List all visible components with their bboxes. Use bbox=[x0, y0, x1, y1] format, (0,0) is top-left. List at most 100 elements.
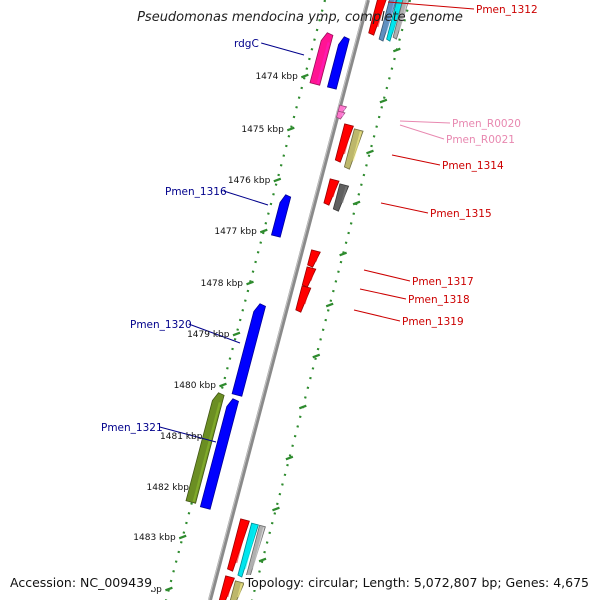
gene-label-text: Pmen_R0020 bbox=[452, 118, 521, 130]
ruler-tick-mark bbox=[258, 557, 267, 563]
gene-label-pmen-1312[interactable]: Pmen_1312 bbox=[387, 1, 538, 16]
gene-feature[interactable] bbox=[185, 392, 225, 504]
ruler-tick-mark bbox=[259, 228, 268, 234]
gene-feature[interactable] bbox=[392, 0, 410, 40]
accession-text: Accession: NC_009439 bbox=[8, 575, 155, 590]
backbone-highlight bbox=[208, 0, 368, 600]
ruler-dotted-right bbox=[250, 0, 412, 600]
ruler-tick-label: 1474 kbp bbox=[255, 72, 298, 82]
gene-label-text: Pmen_1321 bbox=[101, 422, 163, 434]
ruler-tick-mark bbox=[379, 98, 388, 104]
gene-pmen-1320[interactable] bbox=[231, 303, 266, 397]
label-leader-line bbox=[391, 154, 441, 166]
gene-pmen-1314[interactable] bbox=[334, 123, 354, 163]
gene-pmen-r0021[interactable] bbox=[336, 110, 346, 120]
gene-label-pmen-r0021[interactable]: Pmen_R0021 bbox=[399, 124, 515, 146]
gene-label-pmen-1314[interactable]: Pmen_1314 bbox=[391, 154, 504, 172]
gene-arrow-highlight bbox=[237, 583, 243, 598]
gene-label-pmen-1317[interactable]: Pmen_1317 bbox=[363, 269, 474, 288]
gene-labels: Pmen_1312 rdgC Pmen_R0020 Pmen_R0021 Pmen_13… bbox=[101, 1, 538, 443]
ruler-tick-label: bp bbox=[150, 585, 162, 595]
ruler-tick-label: 1481 kbp bbox=[160, 432, 203, 442]
gene-arrow-highlight bbox=[309, 269, 315, 281]
ruler-tick-mark bbox=[392, 47, 401, 53]
gene-arrow-highlight bbox=[385, 0, 396, 33]
gene-arrow-highlight bbox=[277, 204, 288, 236]
ruler-tick-mark bbox=[178, 534, 187, 540]
gene-feature[interactable] bbox=[229, 580, 245, 600]
gene-label-pmen-r0020[interactable]: Pmen_R0020 bbox=[399, 118, 521, 130]
ruler-tick-mark bbox=[312, 353, 321, 359]
ruler-tick-mark bbox=[352, 200, 361, 206]
gene-feature[interactable] bbox=[237, 522, 259, 578]
ruler-tick-label: 1479 kbp bbox=[187, 330, 230, 340]
gene-arrow-highlight bbox=[333, 46, 347, 88]
gene-pmen-1318[interactable] bbox=[301, 266, 317, 288]
gene-label-text: Pmen_1318 bbox=[408, 294, 470, 306]
gene-pmen-1316[interactable] bbox=[271, 194, 292, 238]
gene-features bbox=[185, 0, 410, 600]
label-leader-line bbox=[159, 426, 217, 443]
gene-arrow-highlight bbox=[252, 527, 265, 569]
gene-rdgc[interactable] bbox=[327, 36, 350, 90]
backbone-line bbox=[208, 0, 370, 600]
gene-label-text: Pmen_1314 bbox=[442, 160, 504, 172]
gene-pmen-1312[interactable] bbox=[368, 0, 389, 36]
gene-arrow-body bbox=[309, 32, 334, 86]
label-leader-line bbox=[359, 288, 407, 300]
gene-pmen-1319[interactable] bbox=[295, 285, 312, 313]
ruler-tick-mark bbox=[325, 302, 334, 308]
gene-arrow-highlight bbox=[235, 521, 249, 564]
ruler-tick-mark bbox=[246, 280, 254, 286]
gene-arrow-highlight bbox=[398, 0, 409, 31]
ruler-tick-mark bbox=[366, 149, 374, 155]
gene-label-pmen-1315[interactable]: Pmen_1315 bbox=[380, 202, 492, 220]
gene-feature[interactable] bbox=[309, 32, 334, 86]
ruler-tick-mark bbox=[232, 331, 241, 337]
gene-label-pmen-1316[interactable]: Pmen_1316 bbox=[165, 186, 269, 206]
gene-feature[interactable] bbox=[343, 128, 364, 170]
label-leader-line bbox=[188, 323, 241, 344]
ruler-tick-mark bbox=[285, 455, 294, 461]
ruler-tick-label: 1476 kbp bbox=[228, 176, 271, 186]
gene-arrow-highlight bbox=[314, 252, 319, 262]
gene-feature[interactable] bbox=[323, 178, 340, 206]
gene-label-pmen-1320[interactable]: Pmen_1320 bbox=[130, 319, 241, 344]
gene-arrow-body bbox=[271, 194, 292, 238]
ruler-tick-mark bbox=[273, 177, 282, 183]
gene-feature[interactable] bbox=[378, 0, 398, 42]
gene-label-rdgc[interactable]: rdgC bbox=[234, 38, 305, 56]
ruler-tick-mark bbox=[272, 506, 280, 512]
ruler-tick-label: 1480 kbp bbox=[174, 381, 217, 391]
label-leader-line bbox=[387, 1, 475, 10]
gene-arrow-highlight bbox=[303, 288, 310, 305]
label-leader-line bbox=[223, 190, 269, 206]
gene-feature[interactable] bbox=[386, 0, 405, 42]
gene-label-text: Pmen_1319 bbox=[402, 316, 464, 328]
gene-pmen-1321[interactable] bbox=[199, 398, 239, 510]
label-leader-line bbox=[399, 120, 451, 124]
gene-pmen-1315[interactable] bbox=[332, 183, 350, 212]
gene-feature[interactable] bbox=[227, 518, 250, 572]
backbone bbox=[208, 0, 370, 600]
ruler-tick-labels: 1474 kbp 1475 kbp 1476 kbp 1477 kbp 1478 kbp… bbox=[133, 72, 298, 595]
ruler-tick-mark bbox=[300, 73, 309, 79]
gene-arrow-highlight bbox=[226, 578, 234, 598]
gene-arrow-highlight bbox=[343, 107, 346, 111]
label-leader-line bbox=[363, 269, 411, 282]
gene-feature[interactable] bbox=[218, 575, 235, 600]
gene-label-text: Pmen_1312 bbox=[476, 4, 538, 16]
label-leader-line bbox=[399, 124, 445, 140]
gene-label-pmen-1319[interactable]: Pmen_1319 bbox=[353, 309, 464, 328]
gene-label-pmen-1321[interactable]: Pmen_1321 bbox=[101, 422, 217, 443]
gene-label-text: Pmen_1315 bbox=[430, 208, 492, 220]
ruler-tick-mark bbox=[219, 382, 227, 388]
gene-arrow-highlight bbox=[341, 113, 344, 117]
ruler-tick-label: 1475 kbp bbox=[241, 125, 284, 135]
gene-label-pmen-1318[interactable]: Pmen_1318 bbox=[359, 288, 470, 306]
ruler-tick-mark bbox=[339, 251, 347, 257]
gene-arrow-highlight bbox=[244, 525, 258, 569]
gene-arrow-highlight bbox=[376, 0, 386, 28]
gene-arrow-highlight bbox=[352, 131, 362, 162]
gene-pmen-1317[interactable] bbox=[307, 249, 321, 268]
